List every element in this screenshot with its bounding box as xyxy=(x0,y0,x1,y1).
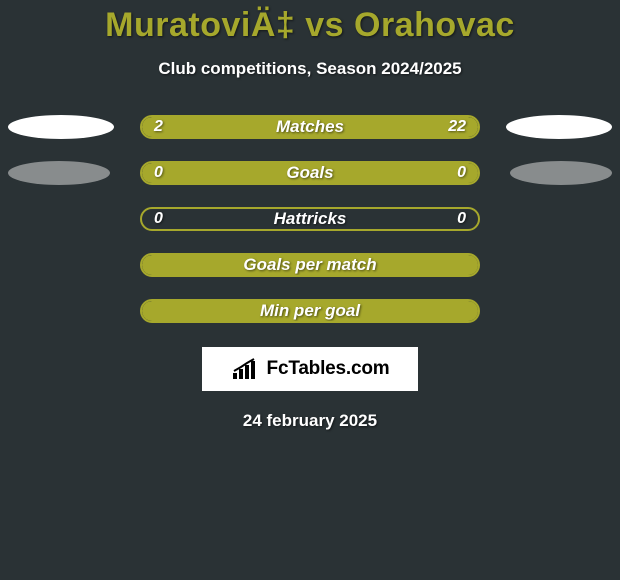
stat-bar: Min per goal xyxy=(140,299,480,323)
date: 24 february 2025 xyxy=(0,411,620,431)
stat-row: Goals per match xyxy=(0,253,620,277)
stat-label: Goals xyxy=(142,163,478,183)
stat-bar: Goals per match xyxy=(140,253,480,277)
stat-bar: 00Goals xyxy=(140,161,480,185)
stat-bar: 00Hattricks xyxy=(140,207,480,231)
stat-row: 222Matches xyxy=(0,115,620,139)
stat-row: Min per goal xyxy=(0,299,620,323)
stat-row: 00Hattricks xyxy=(0,207,620,231)
stat-bar: 222Matches xyxy=(140,115,480,139)
stats-list: 222Matches 00Goals 00Hattricks Goals per ma… xyxy=(0,115,620,323)
player-right-indicator xyxy=(510,161,612,185)
stat-label: Hattricks xyxy=(142,209,478,229)
stat-row: 00Goals xyxy=(0,161,620,185)
stat-label: Goals per match xyxy=(142,255,478,275)
player-right-indicator xyxy=(506,115,612,139)
comparison-infographic: MuratoviÄ‡ vs Orahovac Club competitions… xyxy=(0,0,620,580)
subtitle: Club competitions, Season 2024/2025 xyxy=(0,59,620,79)
brand-text: FcTables.com xyxy=(267,358,390,380)
page-title: MuratoviÄ‡ vs Orahovac xyxy=(0,0,620,45)
stat-label: Matches xyxy=(142,117,478,137)
stat-label: Min per goal xyxy=(142,301,478,321)
brand-badge: FcTables.com xyxy=(202,347,418,391)
brand-icon xyxy=(231,357,261,381)
player-left-indicator xyxy=(8,115,114,139)
player-left-indicator xyxy=(8,161,110,185)
